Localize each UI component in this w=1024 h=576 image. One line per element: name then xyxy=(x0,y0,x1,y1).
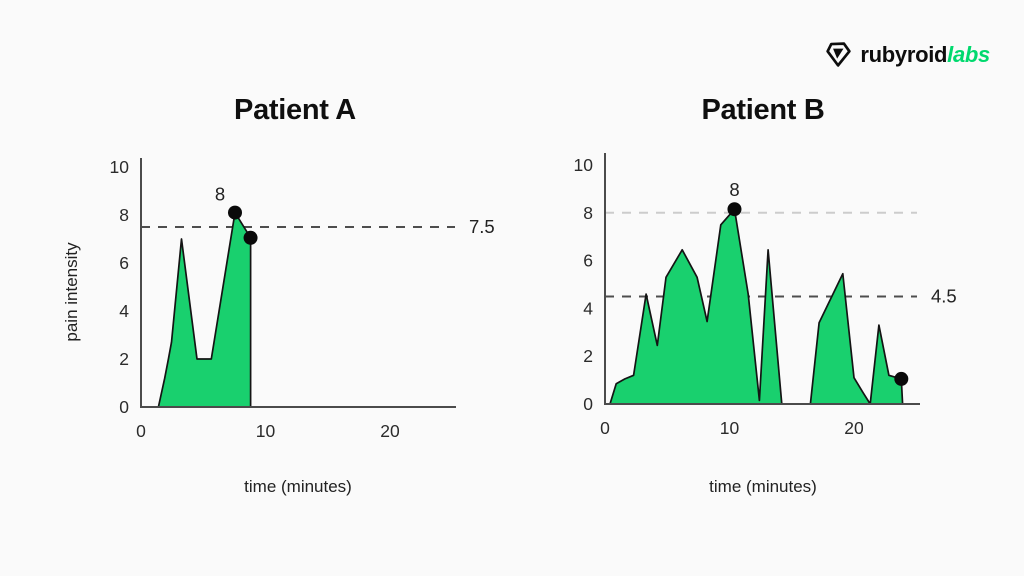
y-tick-label: 10 xyxy=(574,155,594,175)
logo: rubyroidlabs xyxy=(824,40,990,69)
patient-a-title: Patient A xyxy=(234,94,356,126)
x-tick-label: 0 xyxy=(600,418,610,438)
logo-text-black: rubyroid xyxy=(860,41,948,67)
y-tick-label: 8 xyxy=(119,205,129,225)
x-tick-label: 10 xyxy=(256,421,276,441)
y-tick-label: 4 xyxy=(583,298,593,318)
pain-curve-outline xyxy=(157,211,252,408)
x-tick-label: 20 xyxy=(380,421,400,441)
patient-a-x-axis-label: time (minutes) xyxy=(244,477,352,496)
pain-area-fill xyxy=(610,209,903,404)
patient-b-title: Patient B xyxy=(701,94,825,126)
data-point-label: 8 xyxy=(729,179,739,200)
y-tick-label: 8 xyxy=(583,203,593,223)
x-tick-label: 10 xyxy=(720,418,740,438)
data-point-label: 8 xyxy=(215,184,225,205)
logo-gem-icon xyxy=(826,42,852,67)
x-tick-label: 20 xyxy=(844,418,864,438)
reference-line-label: 7.5 xyxy=(469,216,495,237)
y-tick-label: 10 xyxy=(110,157,130,177)
patient-a-chart: 7.5 0 2 4 6 8 10 0 10 20 8 xyxy=(110,157,495,441)
y-tick-label: 2 xyxy=(119,349,129,369)
y-tick-label: 4 xyxy=(119,301,129,321)
logo-text-green: labs xyxy=(947,41,990,67)
data-point-marker xyxy=(243,230,258,245)
pain-intensity-axis-label: pain intensity xyxy=(62,242,81,342)
y-tick-label: 6 xyxy=(119,253,129,273)
data-point-marker xyxy=(227,205,242,220)
patient-b-x-axis-label: time (minutes) xyxy=(709,477,817,496)
data-point-marker xyxy=(894,371,909,386)
data-point-marker xyxy=(727,202,742,217)
pain-area-fill xyxy=(158,212,251,407)
y-tick-label: 6 xyxy=(583,251,593,271)
y-tick-label: 0 xyxy=(119,397,129,417)
y-tick-label: 0 xyxy=(583,394,593,414)
pain-curve-outline xyxy=(609,208,904,405)
x-tick-label: 0 xyxy=(136,421,146,441)
reference-line-label: 4.5 xyxy=(931,285,957,306)
logo-text: rubyroidlabs xyxy=(860,42,990,68)
y-tick-label: 2 xyxy=(583,346,593,366)
patient-b-chart: 4.5 0 2 4 6 8 10 0 10 20 8 xyxy=(574,153,957,438)
